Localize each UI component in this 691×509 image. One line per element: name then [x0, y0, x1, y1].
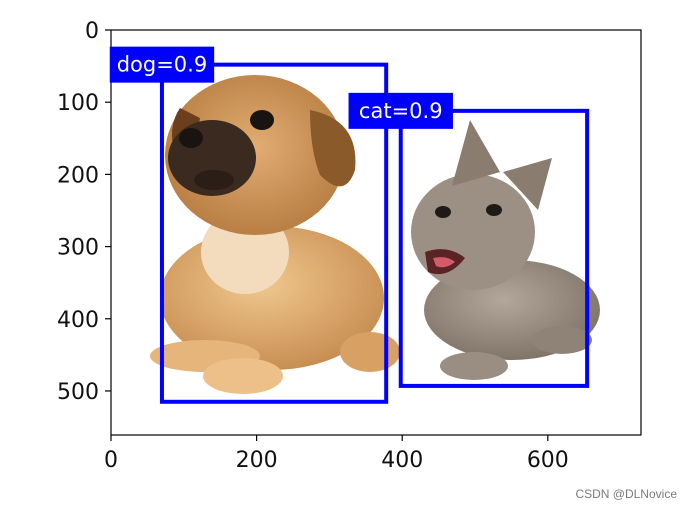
x-tick-label: 0 — [104, 448, 118, 473]
y-tick-label: 300 — [57, 236, 99, 261]
y-tick-label: 0 — [85, 19, 99, 44]
x-tick-label: 600 — [527, 448, 569, 473]
bbox-label: dog=0.9 — [117, 53, 208, 77]
bbox-label: cat=0.9 — [359, 99, 443, 123]
y-axis: 0 100 200 300 400 500 — [57, 19, 111, 405]
x-axis: 0 200 400 600 — [104, 435, 569, 473]
y-tick-label: 400 — [57, 308, 99, 333]
bbox-label-bg — [348, 92, 453, 129]
bbox-rect — [398, 108, 590, 388]
x-tick-label: 200 — [236, 448, 278, 473]
y-tick-label: 500 — [57, 380, 99, 405]
bbox-cat: cat=0.9 — [348, 92, 590, 388]
watermark: CSDN @DLNovice — [575, 487, 677, 501]
bbox-label-bg — [109, 46, 215, 83]
y-tick-label: 200 — [57, 163, 99, 188]
axes-frame — [110, 29, 642, 436]
bounding-boxes: dog=0.9 cat=0.9 — [109, 46, 590, 404]
bbox-rect — [159, 62, 389, 404]
x-tick-label: 400 — [381, 448, 423, 473]
dog-illustration — [150, 75, 400, 394]
bbox-dog: dog=0.9 — [109, 46, 389, 404]
photo — [150, 75, 600, 394]
cat-illustration — [411, 120, 600, 380]
y-tick-label: 100 — [57, 91, 99, 116]
